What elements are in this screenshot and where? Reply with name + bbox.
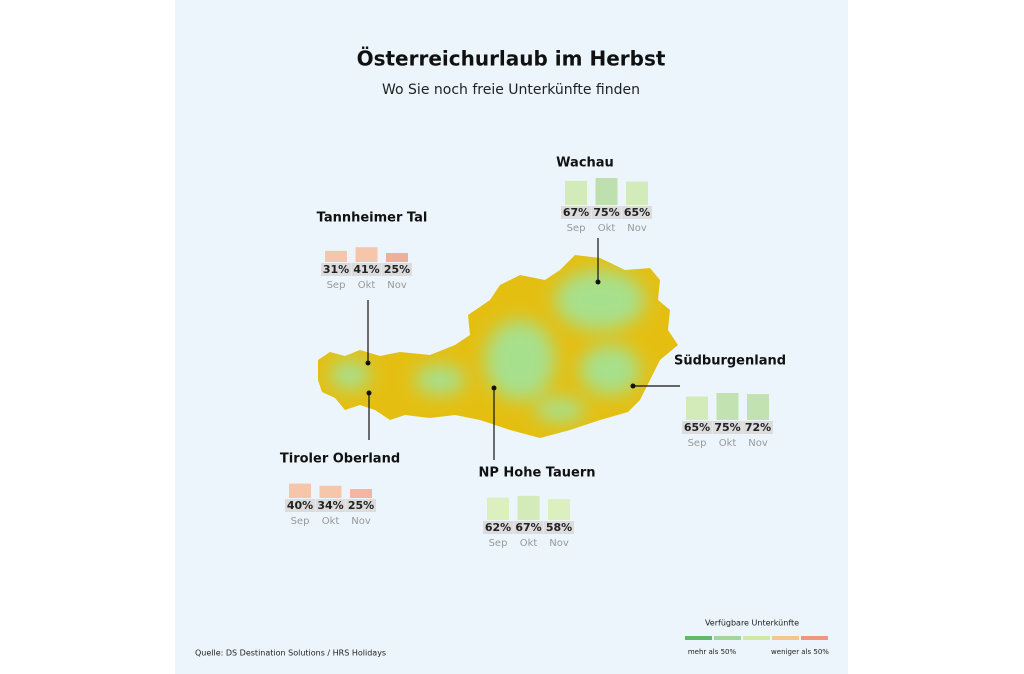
value-label: 67%	[563, 206, 589, 219]
month-label: Sep	[567, 223, 586, 234]
value-label-bg	[591, 206, 622, 219]
value-label: 31%	[323, 263, 349, 276]
subtitle: Wo Sie noch freie Unterkünfte finden	[382, 82, 640, 98]
region-name: NP Hohe Tauern	[478, 466, 595, 481]
month-label: Nov	[748, 438, 768, 449]
bar	[355, 247, 378, 262]
bar	[565, 180, 587, 205]
bar	[626, 181, 648, 205]
bar	[747, 394, 769, 420]
value-label-bg	[544, 521, 574, 534]
title: Österreichurlaub im Herbst	[357, 47, 666, 71]
value-label-bg	[285, 499, 315, 512]
legend-swatch	[685, 636, 712, 640]
bar	[517, 495, 540, 520]
legend-label: weniger als 50%	[771, 648, 829, 656]
month-label: Nov	[351, 516, 371, 527]
month-label: Sep	[327, 280, 346, 291]
value-label: 25%	[384, 263, 410, 276]
bar	[386, 253, 408, 262]
value-label-bg	[351, 263, 382, 276]
value-label-bg	[513, 521, 544, 534]
value-label-bg	[483, 521, 513, 534]
region-name: Tiroler Oberland	[280, 452, 400, 467]
value-label-bg	[622, 206, 652, 219]
bar	[487, 497, 509, 520]
value-label: 65%	[624, 206, 650, 219]
bar	[595, 178, 618, 205]
pointers	[367, 238, 680, 460]
value-label: 62%	[485, 521, 511, 534]
region-name: Wachau	[556, 156, 614, 171]
value-label: 25%	[348, 499, 374, 512]
source: Quelle: DS Destination Solutions / HRS H…	[195, 649, 386, 658]
value-label-bg	[321, 263, 351, 276]
bar	[350, 489, 372, 498]
value-label: 75%	[593, 206, 619, 219]
pointer-dots	[365, 279, 636, 396]
month-label: Nov	[387, 280, 407, 291]
month-label: Nov	[549, 538, 569, 549]
month-label: Okt	[358, 280, 376, 291]
value-label: 75%	[714, 421, 740, 434]
value-label: 34%	[317, 499, 343, 512]
legend-label: mehr als 50%	[688, 648, 737, 656]
bar	[716, 393, 739, 420]
region-name: Tannheimer Tal	[317, 211, 428, 226]
value-label: 67%	[515, 521, 541, 534]
value-label-bg	[712, 421, 743, 434]
month-label: Okt	[520, 538, 538, 549]
month-label: Okt	[598, 223, 616, 234]
legend-swatch	[714, 636, 741, 640]
value-label: 58%	[546, 521, 572, 534]
month-label: Sep	[489, 538, 508, 549]
month-label: Okt	[322, 516, 340, 527]
legend-swatch	[772, 636, 799, 640]
value-label-bg	[561, 206, 591, 219]
bar	[289, 483, 311, 498]
value-label-bg	[315, 499, 346, 512]
value-label: 72%	[745, 421, 771, 434]
value-label-bg	[346, 499, 376, 512]
month-label: Sep	[291, 516, 310, 527]
bar	[548, 499, 570, 520]
month-label: Nov	[627, 223, 647, 234]
month-label: Okt	[719, 438, 737, 449]
value-label-bg	[682, 421, 712, 434]
value-label: 65%	[684, 421, 710, 434]
bar	[686, 396, 708, 420]
legend-swatch	[801, 636, 828, 640]
legend-title: Verfügbare Unterkünfte	[705, 619, 799, 628]
region-name: Südburgenland	[674, 354, 786, 369]
month-label: Sep	[688, 438, 707, 449]
bar	[319, 485, 342, 498]
value-label: 41%	[353, 263, 379, 276]
legend-strip	[685, 636, 828, 640]
value-label: 40%	[287, 499, 313, 512]
value-label-bg	[382, 263, 412, 276]
value-label-bg	[743, 421, 773, 434]
bar	[325, 250, 347, 262]
legend-swatch	[743, 636, 770, 640]
